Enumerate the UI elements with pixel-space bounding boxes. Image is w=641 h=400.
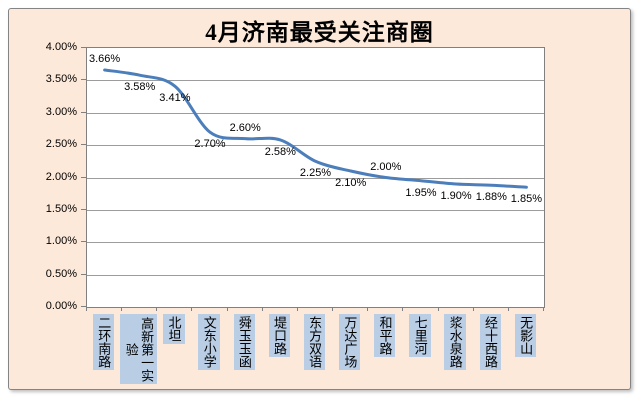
y-axis-label: 0.00% (45, 300, 77, 312)
category-label: 北坦 (163, 314, 185, 344)
x-axis-tick (367, 307, 368, 311)
category-label: 文东小学 (198, 314, 220, 370)
y-axis-tick (81, 47, 86, 48)
category-cell: 无影山 (508, 314, 543, 357)
data-label: 3.66% (88, 53, 121, 65)
y-axis-label: 3.50% (45, 73, 77, 85)
y-axis-label: 4.00% (45, 41, 77, 53)
data-label: 2.00% (370, 161, 402, 173)
category-cell: 文东小学 (191, 314, 226, 370)
gridline (87, 178, 544, 179)
y-axis-tick (81, 177, 86, 178)
category-cell: 东方双语 (297, 314, 332, 370)
x-axis-labels: 二环南路 高新第一实验 北坦 文东小学 舜玉玉函 堤口路 东方双语 万达广场 和平路 七里河 浆水泉… (86, 314, 543, 386)
x-axis-tick (297, 307, 298, 311)
category-label: 高新第一实验 (120, 314, 158, 384)
category-label: 浆水泉路 (444, 314, 466, 370)
category-cell: 二环南路 (86, 314, 121, 370)
y-axis-tick (81, 144, 86, 145)
category-cell: 堤口路 (262, 314, 297, 357)
y-axis-label: 2.00% (45, 171, 77, 183)
y-axis-label: 3.00% (45, 106, 77, 118)
category-label: 七里河 (409, 314, 431, 357)
x-axis-tick (191, 307, 192, 311)
category-cell: 经十西路 (473, 314, 508, 370)
x-axis-tick (227, 307, 228, 311)
category-label: 舜玉玉函 (233, 314, 255, 370)
x-axis-tick (86, 307, 87, 311)
category-cell: 七里河 (402, 314, 437, 357)
category-cell: 舜玉玉函 (227, 314, 262, 370)
category-cell: 万达广场 (332, 314, 367, 370)
x-axis-tick (438, 307, 439, 311)
chart-frame: 4月济南最受关注商圈 3.66% 3.58% 3.41% 2.70% 2.60% 2.58… (8, 8, 631, 390)
data-label: 2.60% (229, 122, 261, 134)
x-axis-tick (332, 307, 333, 311)
data-label: 2.58% (264, 146, 296, 158)
y-axis-label: 0.50% (45, 268, 77, 280)
category-label: 无影山 (514, 314, 537, 357)
category-label: 经十西路 (479, 314, 501, 370)
y-axis-tick (81, 209, 86, 210)
y-axis-label: 1.00% (45, 235, 77, 247)
y-axis-tick (81, 79, 86, 80)
data-label: 1.85% (510, 193, 542, 205)
x-axis-tick (508, 307, 509, 311)
gridline (87, 242, 544, 243)
y-axis-tick (81, 274, 86, 275)
category-label: 和平路 (374, 314, 396, 357)
x-axis-tick (473, 307, 474, 311)
line-series (103, 68, 528, 189)
data-label: 3.41% (159, 92, 191, 104)
data-label: 2.25% (299, 167, 332, 179)
category-label: 万达广场 (339, 314, 361, 370)
category-label: 堤口路 (268, 314, 291, 357)
y-axis-tick (81, 306, 86, 307)
x-axis-tick (262, 307, 263, 311)
y-axis-tick (81, 112, 86, 113)
y-axis-label: 2.50% (45, 138, 77, 150)
x-axis-tick (156, 307, 157, 311)
category-cell: 浆水泉路 (438, 314, 473, 370)
category-label: 东方双语 (303, 314, 326, 370)
line-series-path (103, 68, 528, 189)
gridline (87, 145, 544, 146)
chart-title: 4月济南最受关注商圈 (205, 20, 434, 45)
gridline (87, 113, 544, 114)
x-axis-tick (402, 307, 403, 311)
gridline (87, 80, 544, 81)
data-label: 3.58% (124, 81, 156, 93)
data-label: 1.90% (440, 190, 472, 202)
x-axis-tick (121, 307, 122, 311)
y-axis-tick (81, 241, 86, 242)
plot-area: 3.66% 3.58% 3.41% 2.70% 2.60% 2.58% 2.25% 2.10%… (86, 47, 545, 308)
y-axis-label: 1.50% (45, 203, 77, 215)
x-axis-tick (543, 307, 544, 311)
category-cell: 高新第一实验 (120, 314, 158, 384)
category-cell: 和平路 (367, 314, 402, 357)
gridline (87, 275, 544, 276)
data-label: 2.70% (194, 138, 226, 150)
category-cell: 北坦 (156, 314, 191, 344)
data-label: 1.95% (405, 187, 437, 199)
data-label: 2.10% (335, 177, 367, 189)
category-label: 二环南路 (92, 314, 115, 370)
gridline (87, 210, 544, 211)
data-label: 1.88% (475, 191, 507, 203)
